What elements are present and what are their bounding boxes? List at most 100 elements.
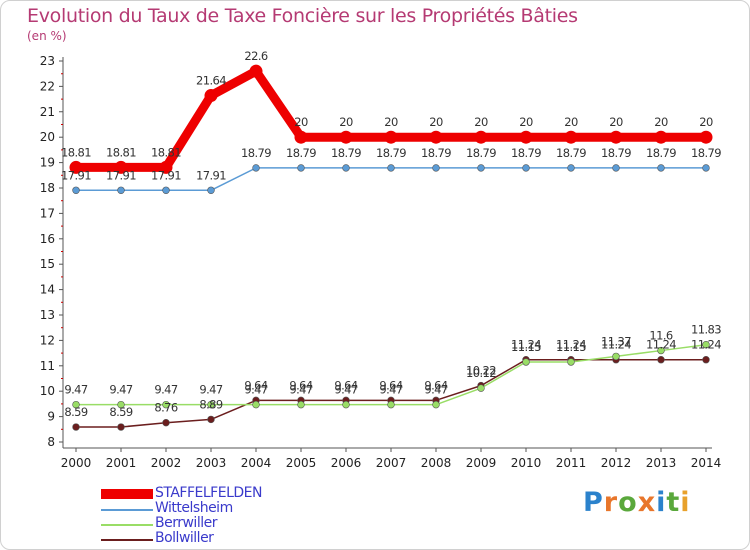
data-point-1-14 (702, 164, 710, 172)
data-label-0-13: 20 (654, 115, 668, 129)
data-label-1-8: 18.79 (421, 146, 451, 160)
x-tick-label-3: 2003 (196, 456, 227, 470)
data-point-2-3 (207, 400, 215, 409)
y-tick-label-1: 9 (47, 410, 55, 424)
y-tick-label-2: 10 (40, 384, 55, 398)
data-label-2-13: 11.6 (649, 329, 672, 343)
data-point-2-14 (702, 341, 710, 349)
data-point-0-10 (519, 130, 533, 144)
data-point-2-12 (612, 352, 620, 361)
data-label-3-6: 9.64 (334, 378, 357, 392)
x-tick-label-1: 2001 (106, 456, 137, 470)
data-label-0-3: 21.64 (196, 74, 226, 88)
y-tick-label-0: 8 (47, 435, 55, 449)
logo-letter-4: i (656, 487, 667, 518)
data-point-3-14 (702, 356, 710, 364)
data-point-1-3 (207, 186, 215, 194)
logo-letter-2: o (618, 487, 638, 518)
y-tick-label-6: 14 (40, 283, 55, 297)
data-label-1-9: 18.79 (466, 146, 496, 160)
data-label-0-5: 20 (294, 115, 308, 129)
data-label-1-5: 18.79 (286, 146, 316, 160)
data-point-2-7 (387, 400, 395, 409)
data-point-0-12 (609, 130, 623, 144)
data-label-1-12: 18.79 (601, 146, 631, 160)
data-label-2-0: 9.47 (64, 383, 87, 397)
data-label-3-3: 8.89 (199, 397, 222, 411)
x-tick-label-0: 2000 (61, 456, 92, 470)
data-point-2-11 (567, 358, 575, 366)
data-label-0-11: 20 (564, 115, 578, 129)
data-point-3-3 (207, 415, 215, 424)
data-point-0-11 (564, 130, 578, 144)
y-tick-label-14: 22 (40, 79, 55, 93)
data-label-3-7: 9.64 (379, 378, 402, 392)
x-tick-label-2: 2002 (151, 456, 182, 470)
x-tick-label-11: 2011 (556, 456, 587, 470)
data-point-0-5 (294, 130, 308, 144)
y-tick-label-8: 16 (40, 232, 55, 246)
data-label-1-2: 17.91 (151, 168, 181, 182)
data-label-1-14: 18.79 (691, 146, 721, 160)
data-label-2-8: 9.47 (424, 383, 447, 397)
data-label-3-9: 10.22 (466, 364, 496, 378)
legend-label-2: Berrwiller (155, 515, 217, 531)
legend-swatch-0 (101, 489, 153, 499)
data-label-2-6: 9.47 (334, 383, 357, 397)
data-label-0-4: 22.6 (244, 49, 267, 63)
data-label-2-1: 9.47 (109, 383, 132, 397)
data-label-0-0: 18.81 (61, 145, 91, 159)
data-point-2-4 (252, 400, 260, 409)
data-label-3-4: 9.64 (244, 378, 267, 392)
unit-label: (en %) (27, 29, 67, 43)
data-point-0-2 (159, 160, 173, 174)
data-label-3-14: 11.24 (691, 338, 721, 352)
data-point-1-4 (252, 164, 260, 172)
proxiti-logo: Proxiti (583, 487, 691, 518)
data-point-3-13 (657, 356, 665, 364)
data-point-2-8 (432, 400, 440, 409)
data-label-1-13: 18.79 (646, 146, 676, 160)
y-tick-label-3: 11 (40, 359, 55, 373)
x-tick-label-10: 2010 (511, 456, 542, 470)
y-tick-label-7: 15 (40, 257, 55, 271)
data-label-0-6: 20 (339, 115, 353, 129)
data-label-2-3: 9.47 (199, 383, 222, 397)
data-point-0-14 (699, 130, 713, 144)
data-label-0-1: 18.81 (106, 145, 136, 159)
logo-letter-5: t (666, 487, 681, 518)
y-tick-label-13: 21 (40, 105, 55, 119)
data-label-3-8: 9.64 (424, 378, 447, 392)
data-point-0-4 (249, 64, 263, 78)
y-tick-label-5: 13 (40, 308, 55, 322)
x-tick-label-7: 2007 (376, 456, 407, 470)
data-point-1-1 (117, 186, 125, 194)
data-label-0-9: 20 (474, 115, 488, 129)
data-point-2-2 (162, 400, 170, 409)
data-label-2-10: 11.15 (511, 340, 541, 354)
data-point-0-8 (429, 130, 443, 144)
data-label-1-11: 18.79 (556, 146, 586, 160)
data-point-1-9 (477, 164, 485, 172)
logo-letter-0: P (583, 487, 604, 518)
chart-title: Evolution du Taux de Taxe Foncière sur l… (27, 5, 578, 27)
legend-label-1: Wittelsheim (155, 500, 233, 516)
legend-label-3: Bollwiller (155, 530, 214, 546)
data-point-3-2 (162, 418, 170, 427)
data-point-2-10 (522, 358, 530, 366)
legend-swatch-3 (101, 539, 153, 541)
data-label-2-11: 11.15 (556, 340, 586, 354)
data-label-2-7: 9.47 (379, 383, 402, 397)
data-label-3-0: 8.59 (64, 405, 87, 419)
data-label-2-14: 11.83 (691, 323, 721, 337)
x-tick-label-13: 2013 (646, 456, 677, 470)
data-label-3-2: 8.76 (154, 401, 177, 415)
data-point-2-13 (657, 346, 665, 355)
data-label-0-14: 20 (699, 115, 713, 129)
data-point-1-10 (522, 164, 530, 172)
data-label-2-4: 9.47 (244, 383, 267, 397)
data-point-1-0 (72, 186, 80, 194)
data-label-3-10: 11.24 (511, 338, 541, 352)
